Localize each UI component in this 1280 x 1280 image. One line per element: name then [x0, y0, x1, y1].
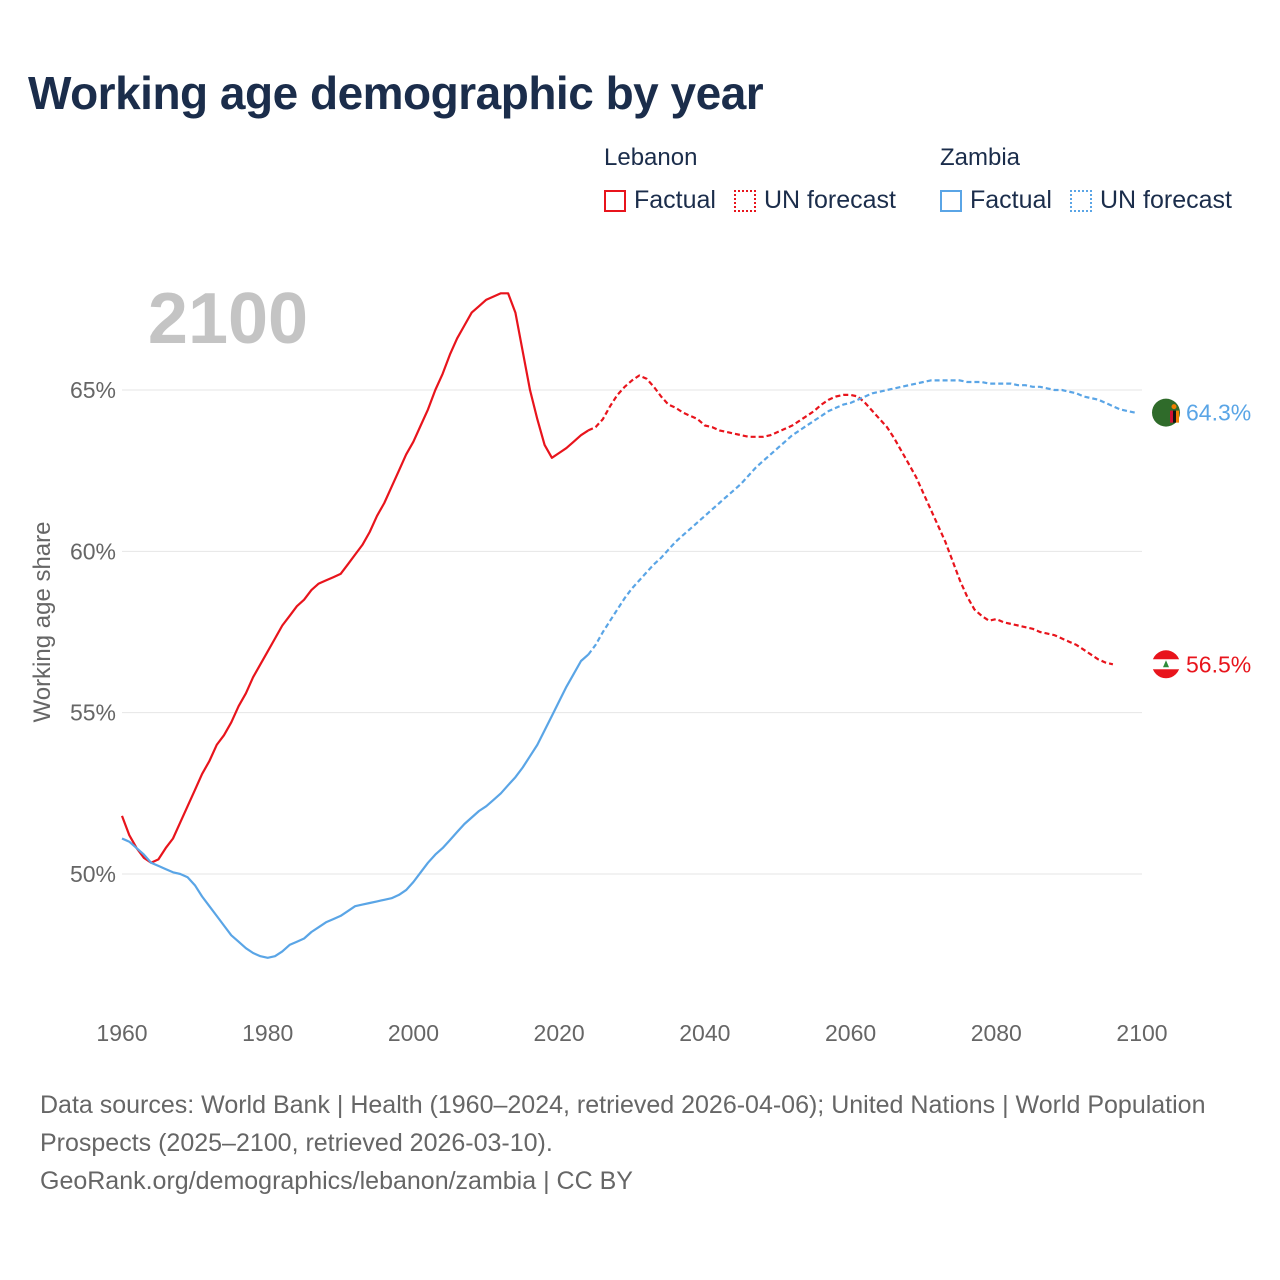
x-tick-label: 1960	[96, 1020, 147, 1046]
y-tick-label: 60%	[70, 538, 116, 564]
x-tick-label: 2080	[971, 1020, 1022, 1046]
series-line-zambia-forecast	[587, 379, 1135, 656]
chart-title: Working age demographic by year	[28, 67, 764, 119]
legend-swatch-dotted	[1069, 189, 1092, 212]
gridlines	[122, 389, 1142, 875]
footer: Data sources: World Bank | Health (1960–…	[40, 1086, 1220, 1200]
legend-swatch-dotted	[733, 189, 756, 212]
flag-zambia-orange	[1176, 410, 1179, 423]
attribution-link[interactable]: GeoRank.org/demographics/lebanon/zambia …	[40, 1167, 633, 1195]
end-value-label-lebanon: 56.5%	[1186, 651, 1251, 677]
legend-lebanon: Lebanon Factual UN forecast	[604, 144, 914, 215]
legend-zambia-factual[interactable]: Factual	[940, 186, 1052, 215]
data-sources: Data sources: World Bank | Health (1960–…	[40, 1091, 1206, 1157]
x-tick-label: 2000	[388, 1020, 439, 1046]
series-lines	[120, 292, 1135, 959]
series-line-lebanon-factual	[120, 292, 589, 864]
legend-lebanon-factual[interactable]: Factual	[604, 186, 716, 215]
y-tick-label: 65%	[70, 377, 116, 403]
y-axis-label: Working age share	[29, 522, 56, 723]
end-markers: 56.5% 64.3%	[1152, 398, 1251, 679]
legend-label: UN forecast	[1099, 186, 1232, 214]
x-tick-label: 2040	[679, 1020, 730, 1046]
end-value-label-zambia: 64.3%	[1186, 400, 1251, 426]
legend-zambia-forecast[interactable]: UN forecast	[1069, 186, 1232, 215]
x-axis: 1960 1980 2000 2020 2040 2060 2080 2100	[96, 1020, 1167, 1046]
flag-zambia-eagle	[1171, 404, 1177, 410]
series-line-zambia-factual	[121, 653, 590, 959]
x-tick-label: 1980	[242, 1020, 293, 1046]
legend-country-zambia: Zambia	[940, 144, 1021, 171]
line-chart: 50% 55% 60% 65% 1960 1980 2000 2020 2040 2060 208…	[29, 279, 1251, 1046]
year-watermark: 2100	[148, 279, 308, 359]
y-tick-label: 50%	[70, 861, 116, 887]
y-tick-label: 55%	[70, 700, 116, 726]
legend-zambia: Zambia Factual UN forecast	[940, 144, 1250, 215]
legend-label: UN forecast	[763, 186, 896, 214]
legend-country-lebanon: Lebanon	[604, 144, 698, 171]
series-line-lebanon-forecast	[587, 374, 1114, 666]
legend-swatch-solid	[940, 189, 962, 212]
x-tick-label: 2060	[825, 1020, 876, 1046]
x-tick-label: 2020	[534, 1020, 585, 1046]
legend-label: Factual	[634, 186, 716, 214]
y-axis: 50% 55% 60% 65%	[70, 377, 116, 887]
cedar-icon	[1163, 660, 1169, 668]
flag-zambia-black	[1173, 410, 1176, 423]
x-tick-label: 2100	[1116, 1020, 1167, 1046]
legend-lebanon-forecast[interactable]: UN forecast	[733, 186, 896, 215]
flag-zambia-red	[1170, 410, 1173, 423]
legend-label: Factual	[970, 186, 1052, 214]
legend-swatch-solid	[604, 189, 626, 212]
